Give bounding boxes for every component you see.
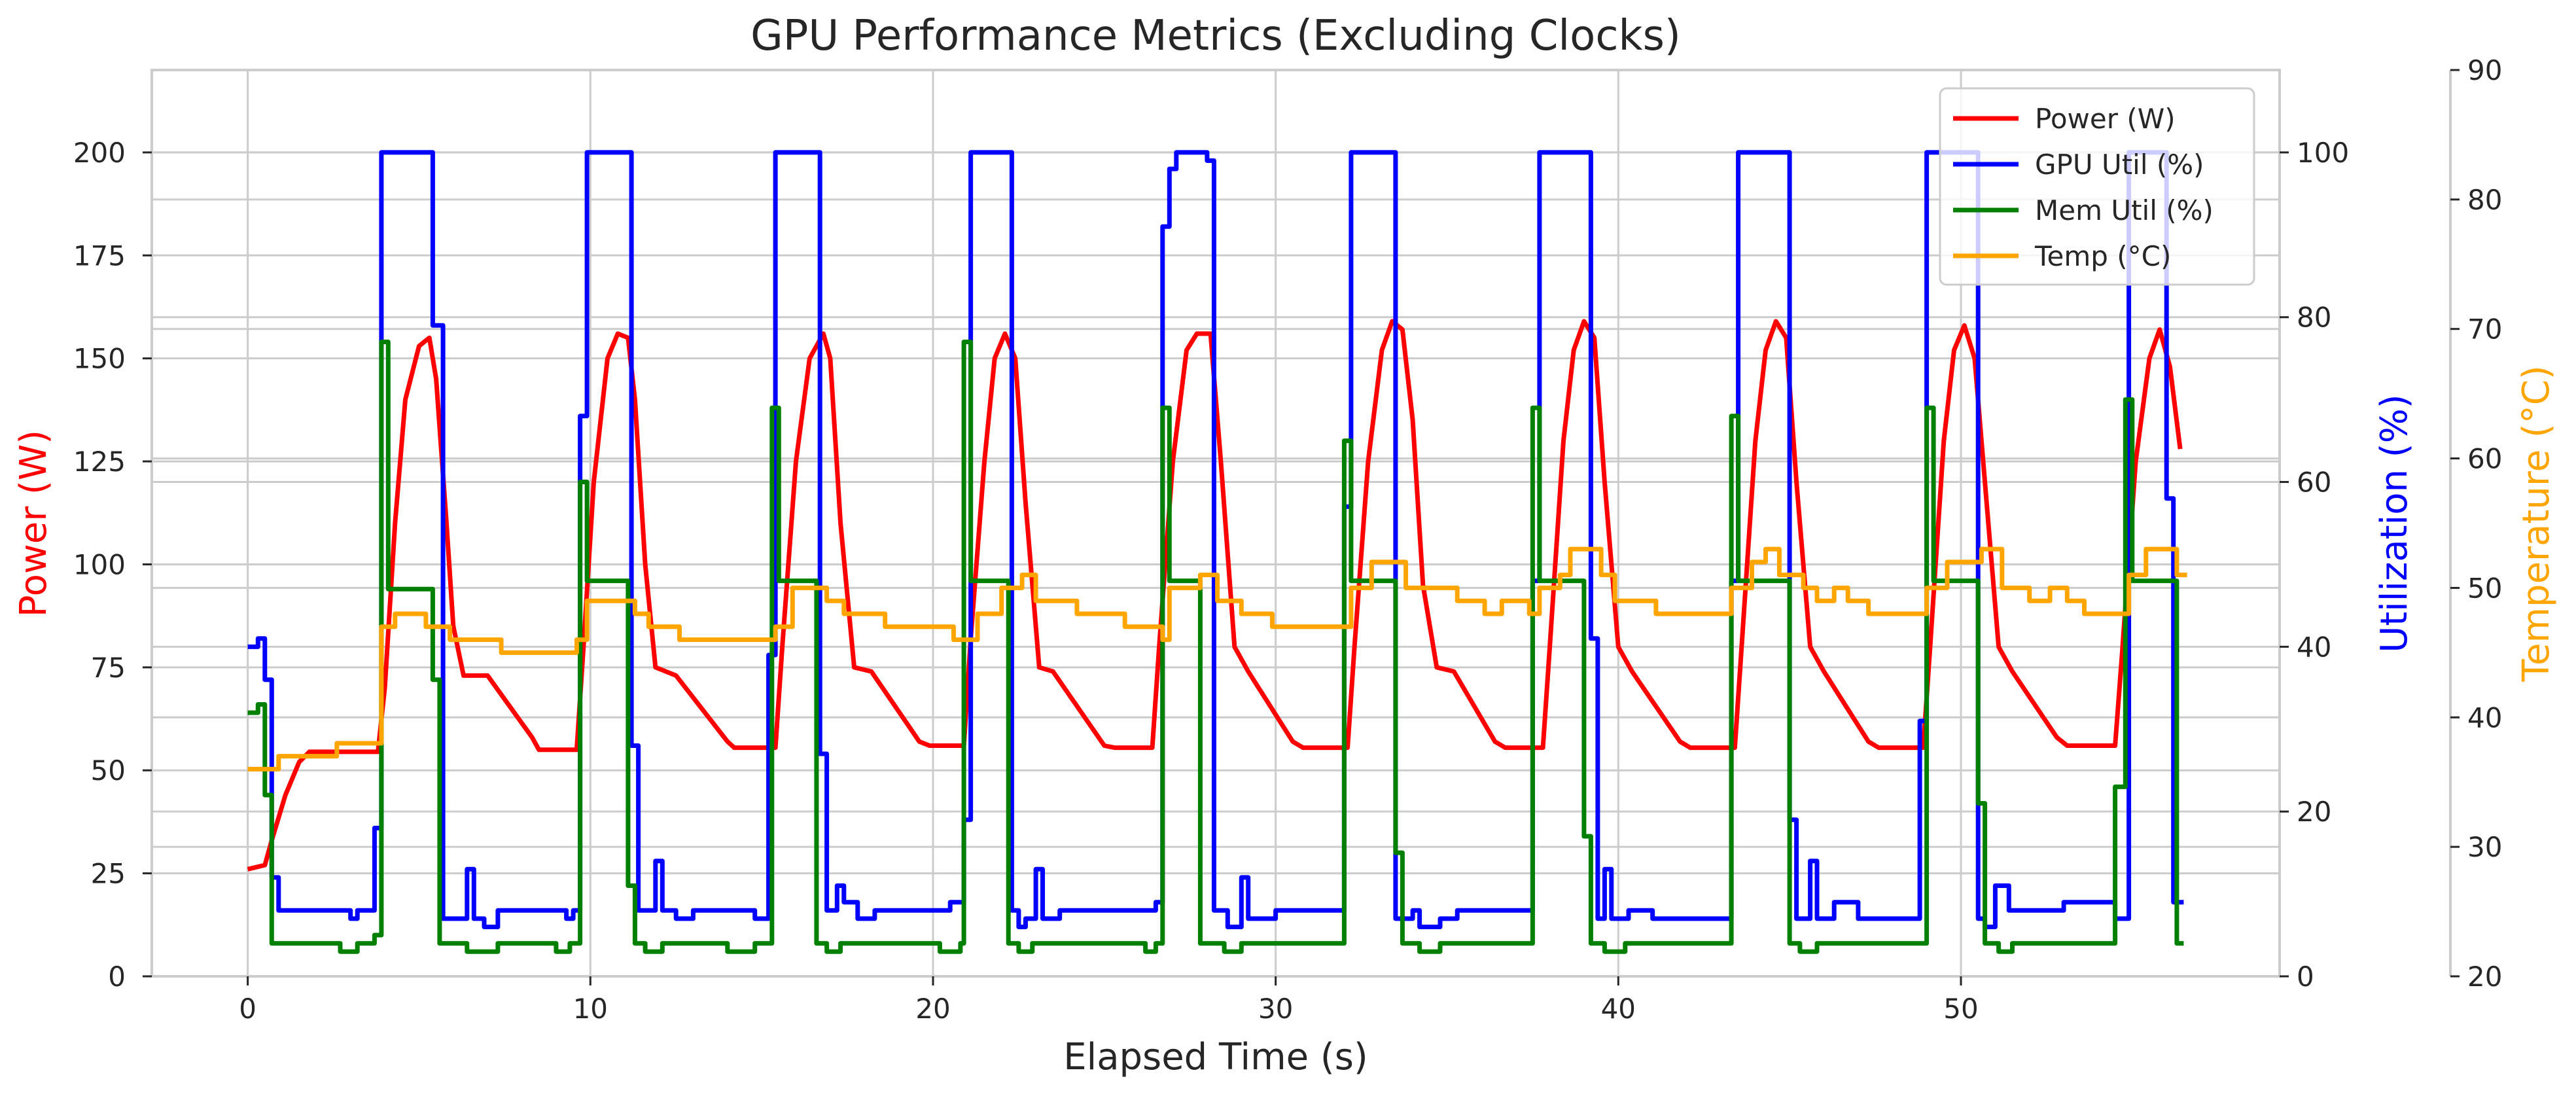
legend-label: GPU Util (%) bbox=[2035, 149, 2204, 181]
legend-label: Power (W) bbox=[2035, 103, 2176, 135]
power-tick-label: 200 bbox=[73, 137, 126, 169]
series-line bbox=[247, 319, 2183, 872]
legend: Power (W) GPU Util (%) Mem Util (%) Temp (°… bbox=[1939, 87, 2255, 286]
temp-tick-label: 70 bbox=[2467, 313, 2502, 346]
power-tick-label: 50 bbox=[91, 754, 126, 787]
temp-tick-label: 80 bbox=[2467, 184, 2502, 216]
power-tick-label: 175 bbox=[73, 240, 126, 272]
plot-frame bbox=[150, 69, 2281, 978]
temp-tick-label: 20 bbox=[2467, 961, 2502, 993]
x-axis-label: Elapsed Time (s) bbox=[1063, 1036, 1368, 1078]
temp-tick-label: 30 bbox=[2467, 831, 2502, 863]
legend-label: Temp (°C) bbox=[2034, 240, 2171, 272]
temp-tick-label: 50 bbox=[2467, 572, 2502, 604]
x-tick-label: 40 bbox=[1601, 993, 1636, 1025]
util-tick-label: 100 bbox=[2297, 137, 2349, 169]
series-line bbox=[247, 340, 2184, 954]
x-tick-label: 50 bbox=[1943, 993, 1978, 1025]
power-tick-label: 150 bbox=[73, 343, 126, 375]
util-tick-label: 80 bbox=[2297, 302, 2331, 334]
axes-layer: 0 10 20 30 40 50 0 25 50 75 100 125 150 175 200 0 20 40 60… bbox=[73, 54, 2503, 1025]
chart-title: GPU Performance Metrics (Excluding Clock… bbox=[750, 12, 1681, 60]
power-axis-label: Power (W) bbox=[12, 430, 55, 617]
x-tick-label: 0 bbox=[239, 993, 256, 1025]
x-tick-label: 20 bbox=[915, 993, 950, 1025]
power-tick-label: 75 bbox=[91, 652, 126, 684]
power-tick-label: 125 bbox=[73, 446, 126, 478]
temp-tick-label: 40 bbox=[2467, 701, 2502, 734]
legend-box bbox=[1939, 87, 2255, 286]
util-tick-label: 40 bbox=[2297, 631, 2331, 663]
util-tick-label: 0 bbox=[2297, 961, 2314, 993]
power-tick-label: 0 bbox=[108, 961, 126, 993]
temp-tick-label: 90 bbox=[2467, 54, 2502, 86]
series-layer bbox=[247, 150, 2187, 954]
power-tick-label: 100 bbox=[73, 548, 126, 580]
util-tick-label: 60 bbox=[2297, 467, 2331, 499]
x-tick-label: 30 bbox=[1258, 993, 1293, 1025]
utilization-axis-label: Utilization (%) bbox=[2373, 394, 2416, 652]
temperature-axis-label: Temperature (°C) bbox=[2515, 365, 2558, 682]
temp-tick-label: 60 bbox=[2467, 443, 2502, 475]
x-tick-label: 10 bbox=[573, 993, 608, 1025]
series-line bbox=[247, 546, 2187, 772]
power-tick-label: 25 bbox=[91, 858, 126, 890]
util-tick-label: 20 bbox=[2297, 796, 2331, 828]
legend-label: Mem Util (%) bbox=[2035, 194, 2214, 226]
